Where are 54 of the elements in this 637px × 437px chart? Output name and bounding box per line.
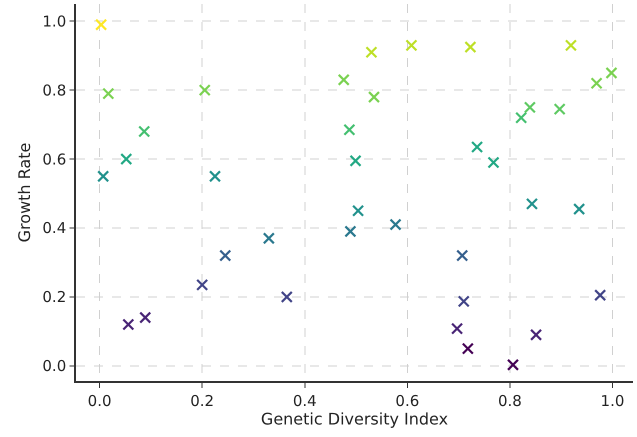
y-tick-label: 0.8 xyxy=(42,81,66,100)
point xyxy=(458,295,470,308)
point xyxy=(122,318,134,331)
point xyxy=(208,170,222,182)
y-axis-title: Growth Rate xyxy=(14,142,34,242)
point xyxy=(196,278,208,291)
point xyxy=(349,154,362,167)
point xyxy=(590,77,603,90)
x-tick-label: 0.2 xyxy=(190,392,214,410)
point xyxy=(594,289,606,302)
point xyxy=(464,40,477,54)
point xyxy=(97,170,110,182)
point xyxy=(280,290,293,304)
point xyxy=(365,46,378,58)
point xyxy=(605,66,618,80)
point xyxy=(389,218,402,231)
point xyxy=(450,322,464,335)
point xyxy=(470,140,484,154)
point xyxy=(352,204,364,217)
point xyxy=(138,125,150,138)
point xyxy=(344,225,356,238)
point xyxy=(405,39,418,52)
y-tick-label: 0.4 xyxy=(42,219,66,238)
point xyxy=(573,202,586,216)
point xyxy=(506,358,520,371)
point xyxy=(487,156,500,169)
point xyxy=(456,249,468,262)
y-tick-label: 0.0 xyxy=(42,357,66,376)
point xyxy=(530,328,542,341)
x-tick-label: 0.4 xyxy=(292,392,317,410)
x-tick-label: 0.6 xyxy=(395,392,420,410)
point xyxy=(139,311,152,324)
point xyxy=(515,112,528,124)
x-axis-title: Genetic Diversity Index xyxy=(260,410,448,429)
point xyxy=(120,152,132,166)
point xyxy=(219,249,232,262)
point xyxy=(198,84,211,96)
point xyxy=(95,18,108,31)
x-tick-label: 0.8 xyxy=(498,392,522,410)
x-tick-label: 0.0 xyxy=(88,392,112,410)
point xyxy=(524,101,536,114)
y-tick-label: 0.2 xyxy=(42,288,66,306)
y-tick-label: 1.0 xyxy=(42,12,66,30)
point xyxy=(526,198,538,210)
y-tick-label: 0.6 xyxy=(42,150,66,168)
point xyxy=(343,124,356,136)
x-tick-label: 1.0 xyxy=(600,392,624,410)
point xyxy=(102,88,114,100)
point xyxy=(262,232,275,244)
point xyxy=(368,90,380,104)
point xyxy=(564,39,578,52)
point xyxy=(462,342,474,355)
point xyxy=(338,74,350,86)
point xyxy=(554,103,566,116)
